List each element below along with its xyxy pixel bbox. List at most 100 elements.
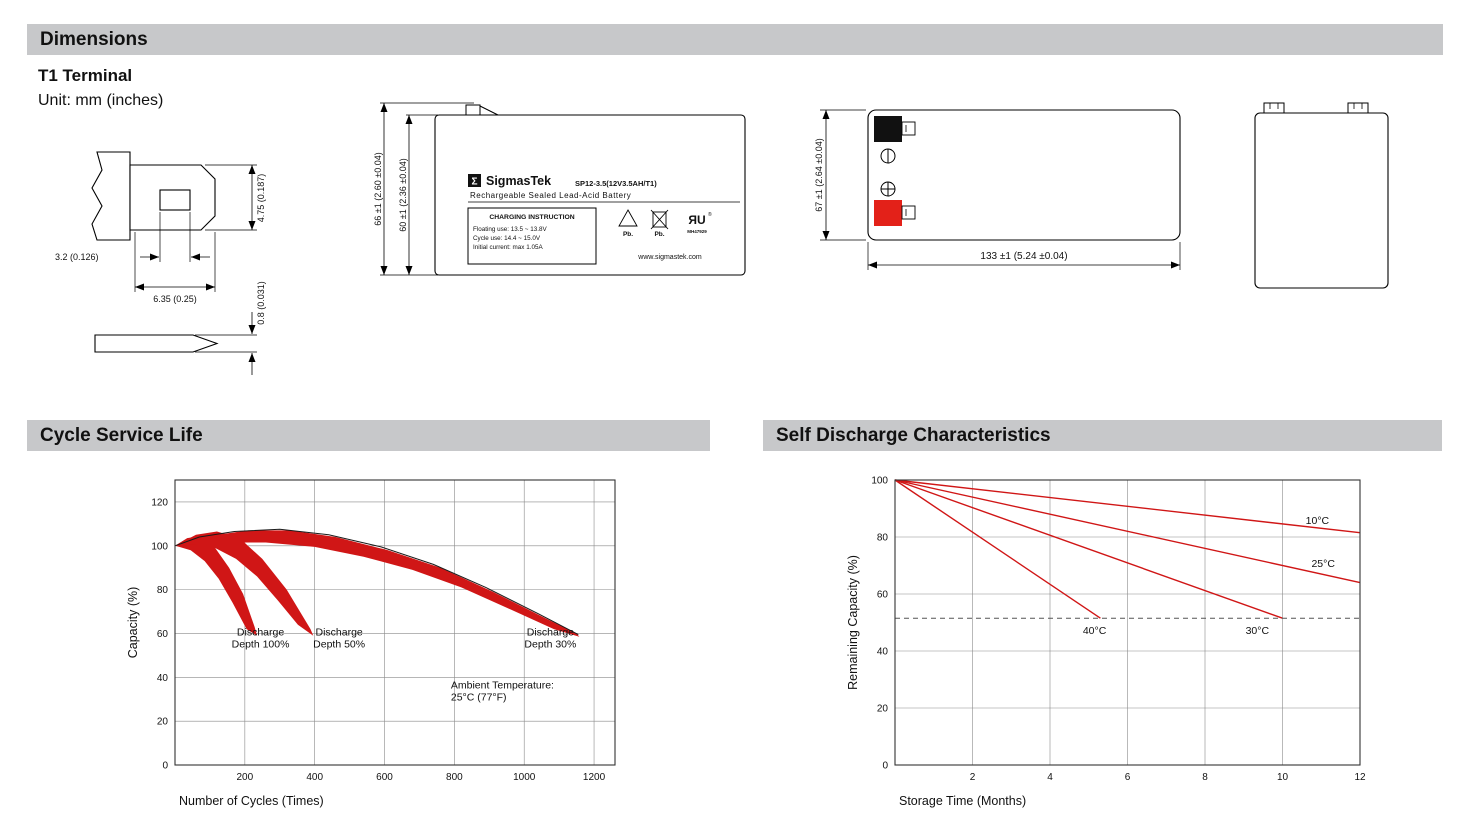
chart-annotation: Depth 30% <box>524 639 576 651</box>
chart-annotation: Discharge <box>315 627 362 639</box>
chart-xaxis-label: Storage Time (Months) <box>899 794 1026 808</box>
chart-annotation: Ambient Temperature: <box>451 679 554 691</box>
self-discharge-chart: 2 4 6 8 10 12 0 20 40 60 80 100 10°C 25°C 40°C 30°C Stor… <box>846 476 1366 809</box>
dim-width-label: 133 ±1 (5.24 ±0.04) <box>980 251 1067 262</box>
chart-annotation: Discharge <box>527 627 574 639</box>
chart-frame <box>894 479 1361 766</box>
dim-tab-width-label: 4.75 (0.187) <box>256 174 266 223</box>
ul-file-number: MH47929 <box>687 229 707 234</box>
brand-name: SigmasTek <box>486 174 551 188</box>
chart-xtick-label: 200 <box>236 772 253 783</box>
chart-xtick-label: 2 <box>970 772 976 783</box>
charging-instruction-box <box>467 207 597 265</box>
battery-side-view <box>1254 102 1389 289</box>
chart-ytick-label: 0 <box>162 761 168 772</box>
self-discharge-section-title: Self Discharge Characteristics <box>776 424 1051 446</box>
discharge-depth-100 <box>175 535 258 636</box>
chart-xtick-label: 6 <box>1125 772 1131 783</box>
chart-ytick-label: 0 <box>882 761 888 772</box>
chart-xtick-label: 10 <box>1277 772 1289 783</box>
chart-xtick-label: 12 <box>1354 772 1366 783</box>
ul-mark-glyph: ЯU <box>688 213 705 227</box>
chart-xtick-label: 4 <box>1047 772 1053 783</box>
temp-40c <box>894 479 1101 619</box>
temp-30c <box>894 479 1283 619</box>
section-header-dimensions: Dimensions <box>27 24 1443 55</box>
battery-side-body <box>1254 112 1389 289</box>
chart-annotation: 10°C <box>1306 515 1330 527</box>
terminal-type-heading: T1 Terminal <box>38 66 133 85</box>
charging-line-1: Floating use: 13.5 ~ 13.8V <box>473 226 547 233</box>
chart-annotation: Discharge <box>237 627 284 639</box>
negative-terminal <box>874 116 916 142</box>
battery-label: Σ SigmasTek SP12-3.5(12V3.5AH/T1) Rechar… <box>467 174 740 265</box>
chart-ytick-label: 40 <box>877 647 889 658</box>
sigma-logo-box <box>468 174 481 187</box>
recycle-pb-label: Pb. <box>623 231 633 238</box>
chart-annotation: 25°C (77°F) <box>451 691 507 703</box>
chart-ytick-label: 100 <box>151 541 168 552</box>
terminal-blade-shape <box>129 164 216 231</box>
charging-line-3: Initial current: max 1.05A <box>473 244 543 251</box>
side-terminal-tab-right <box>1347 102 1369 113</box>
chart-xtick-label: 800 <box>446 772 463 783</box>
chart-xaxis-label: Number of Cycles (Times) <box>179 794 324 808</box>
chart-ytick-label: 80 <box>157 585 169 596</box>
bin-pb-label: Pb. <box>654 231 664 238</box>
battery-top-body <box>867 109 1181 241</box>
positive-polarity-symbol <box>880 181 896 197</box>
side-terminal-tab-left <box>1263 102 1285 113</box>
chart-xtick-label: 400 <box>306 772 323 783</box>
chart-ytick-label: 100 <box>871 476 888 487</box>
dim-tab-thickness-label: 0.8 (0.031) <box>256 281 266 325</box>
dim-tab-length-label: 6.35 (0.25) <box>153 294 197 304</box>
battery-front-view: 66 ±1 (2.60 ±0.04) 60 ±1 (2.36 ±0.04) Σ … <box>373 102 746 276</box>
negative-polarity-symbol <box>880 148 896 164</box>
battery-front-body <box>434 114 746 276</box>
envelope-curve <box>174 528 579 636</box>
battery-type-line: Rechargeable Sealed Lead-Acid Battery <box>470 191 631 200</box>
battery-top-view: 67 ±1 (2.64 ±0.04) 133 ±1 (5.24 ±0.04) <box>814 109 1181 270</box>
chart-annotation: 25°C <box>1311 558 1335 570</box>
chart-frame <box>174 479 616 766</box>
chart-xtick-label: 8 <box>1202 772 1208 783</box>
ul-registered-symbol: ® <box>708 211 712 218</box>
crossed-bin-pb-icon: Pb. <box>650 209 669 238</box>
dimensions-section-title: Dimensions <box>40 28 148 50</box>
dim-hole-width-label: 3.2 (0.126) <box>55 252 99 262</box>
positive-terminal <box>874 200 916 226</box>
sigma-logo-glyph: Σ <box>471 177 477 188</box>
temp-10c <box>894 479 1361 534</box>
terminal-dimension-lines <box>134 164 257 375</box>
section-header-self-discharge: Self Discharge Characteristics <box>763 420 1442 451</box>
top-dimension-lines <box>820 109 1181 270</box>
dim-height-body-label: 60 ±1 (2.36 ±0.04) <box>398 158 408 231</box>
front-dimension-lines <box>380 102 474 276</box>
dim-height-overall-label: 66 ±1 (2.60 ±0.04) <box>373 152 383 225</box>
chart-yaxis-label: Remaining Capacity (%) <box>846 555 860 690</box>
terminal-detail-drawing: 3.2 (0.126) 6.35 (0.25) 4.75 (0.187) 0.8… <box>55 151 266 375</box>
chart-annotation: 40°C <box>1083 625 1107 637</box>
chart-xtick-label: 1000 <box>513 772 536 783</box>
charging-line-2: Cycle use: 14.4 ~ 15.0V <box>473 235 541 242</box>
chart-ytick-label: 20 <box>157 717 169 728</box>
chart-ytick-label: 20 <box>877 704 889 715</box>
chart-xtick-label: 600 <box>376 772 393 783</box>
recycle-pb-icon: Pb. <box>618 209 638 238</box>
chart-ytick-label: 60 <box>157 629 169 640</box>
chart-annotation: 30°C <box>1246 625 1270 637</box>
chart-annotation: Depth 100% <box>232 639 290 651</box>
chart-yaxis-label: Capacity (%) <box>126 587 140 659</box>
unit-note: Unit: mm (inches) <box>38 92 164 109</box>
section-header-cycle-life: Cycle Service Life <box>27 420 710 451</box>
front-terminal-tab <box>465 104 499 116</box>
terminal-base-shape <box>91 151 131 241</box>
chart-ytick-label: 40 <box>157 673 169 684</box>
cycle-service-life-chart: 200 400 600 800 1000 1200 0 20 40 60 80 100 120 Disch… <box>126 479 616 808</box>
chart-ytick-label: 60 <box>877 590 889 601</box>
terminal-hole <box>159 189 191 211</box>
chart-ytick-label: 120 <box>151 497 168 508</box>
charging-title: CHARGING INSTRUCTION <box>489 214 574 221</box>
ul-recognized-mark: ЯU ® MH47929 <box>687 211 712 234</box>
